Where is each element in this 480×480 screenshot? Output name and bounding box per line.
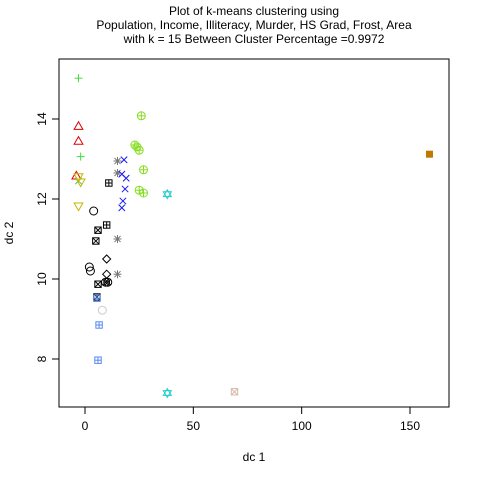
data-point (85, 266, 95, 276)
chart-title-line-1: Plot of k-means clustering using (169, 4, 339, 18)
y-tick-label: 12 (35, 192, 49, 206)
data-point (120, 156, 128, 164)
data-point (97, 305, 107, 315)
y-axis: 8 10 12 14 (35, 112, 60, 362)
data-point (101, 254, 112, 264)
y-tick-label: 10 (35, 272, 49, 286)
data-point (119, 197, 127, 205)
data-point (113, 169, 122, 177)
data-point (74, 74, 83, 83)
x-axis: 0 50 100 150 (82, 406, 420, 433)
data-point (101, 269, 112, 279)
data-point (95, 321, 103, 329)
chart-title-line-2: Population, Income, Illiteracy, Murder, … (96, 18, 412, 32)
y-axis-label: dc 2 (2, 221, 16, 244)
y-tick-label: 8 (35, 355, 49, 362)
data-point (130, 140, 140, 150)
data-point (113, 157, 122, 165)
data-point (122, 174, 130, 182)
data-point (76, 152, 85, 161)
data-point (139, 165, 148, 175)
chart-title-line-3: with k = 15 Between Cluster Percentage =… (123, 32, 385, 46)
data-point (92, 237, 100, 245)
data-point (162, 387, 173, 399)
y-tick-label: 14 (35, 112, 49, 126)
data-point (73, 135, 84, 145)
data-points (71, 74, 433, 399)
data-point (75, 178, 86, 188)
data-point (94, 226, 102, 234)
data-point (426, 150, 433, 158)
data-point (73, 120, 84, 130)
x-tick-label: 0 (82, 419, 89, 433)
data-point (103, 277, 113, 287)
data-point (113, 235, 122, 243)
data-point (89, 206, 99, 216)
plot-area-frame (58, 58, 450, 408)
data-point (162, 188, 173, 200)
data-point (136, 111, 146, 121)
data-point (93, 294, 101, 302)
data-point (118, 204, 126, 212)
data-point (73, 173, 84, 183)
x-tick-label: 50 (187, 419, 201, 433)
data-point (105, 179, 113, 187)
data-point (230, 388, 239, 396)
data-point (139, 188, 148, 198)
data-point (84, 262, 94, 272)
x-tick-label: 100 (292, 419, 312, 433)
x-tick-label: 150 (400, 419, 420, 433)
data-point (102, 221, 111, 229)
data-point (113, 270, 122, 279)
data-point (94, 280, 102, 288)
x-axis-label: dc 1 (243, 450, 266, 464)
data-point (94, 356, 102, 364)
data-point (73, 202, 84, 212)
data-point (121, 185, 129, 193)
data-point (134, 145, 144, 155)
